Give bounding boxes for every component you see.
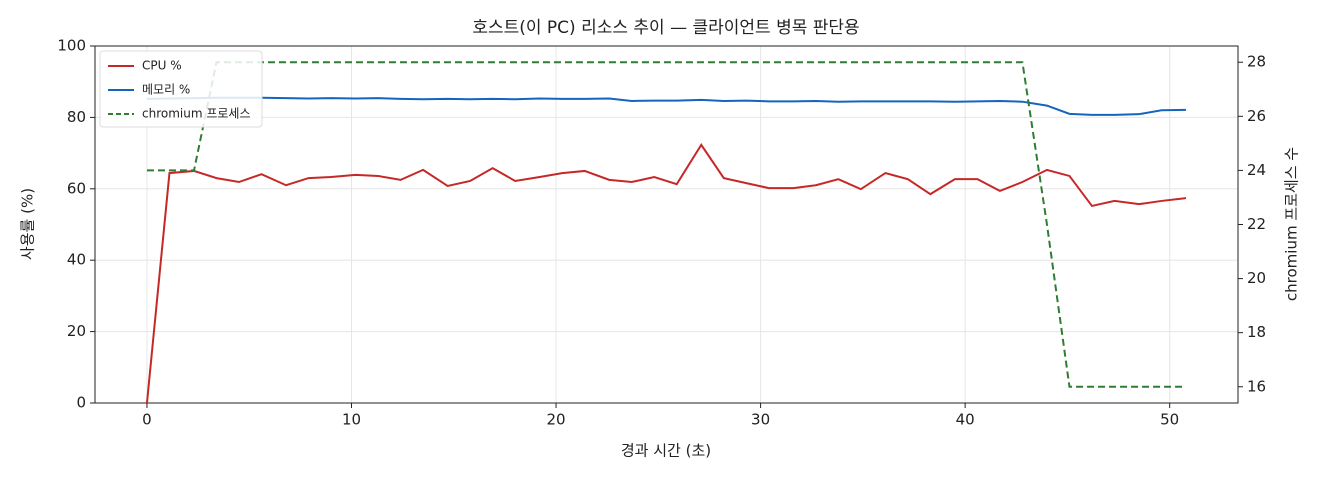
y2-tick-label: 16	[1247, 377, 1266, 395]
y-tick-label: 40	[67, 251, 86, 269]
y-tick-label: 60	[67, 179, 86, 197]
y2-axis-label: chromium 프로세스 수	[1283, 147, 1301, 301]
y2-tick-label: 20	[1247, 269, 1266, 287]
x-tick-label: 20	[546, 411, 565, 429]
legend-label: chromium 프로세스	[142, 107, 251, 121]
y2-tick-label: 18	[1247, 323, 1266, 341]
y-tick-label: 80	[67, 108, 86, 126]
x-tick-label: 40	[956, 411, 975, 429]
chart-title: 호스트(이 PC) 리소스 추이 — 클라이언트 병목 판단용	[472, 18, 859, 38]
x-tick-label: 10	[342, 411, 361, 429]
series-line	[146, 96, 1187, 116]
x-tick-label: 30	[751, 411, 770, 429]
x-axis-label: 경과 시간 (초)	[621, 442, 711, 460]
x-tick-label: 50	[1160, 411, 1179, 429]
y-axis-label: 사용률 (%)	[19, 188, 37, 260]
y2-tick-label: 28	[1247, 53, 1266, 71]
series-line	[145, 143, 1187, 404]
y-tick-label: 100	[57, 37, 86, 55]
legend-label: CPU %	[142, 59, 182, 73]
x-tick-label: 0	[142, 411, 152, 429]
series-line	[146, 61, 1187, 388]
y-tick-label: 0	[76, 394, 86, 412]
legend-box	[99, 50, 263, 128]
plot-frame	[94, 45, 1239, 404]
y2-tick-label: 22	[1247, 215, 1266, 233]
y2-tick-label: 26	[1247, 107, 1266, 125]
y2-tick-label: 24	[1247, 161, 1266, 179]
y-tick-label: 20	[67, 322, 86, 340]
legend-label: 메모리 %	[142, 83, 190, 97]
